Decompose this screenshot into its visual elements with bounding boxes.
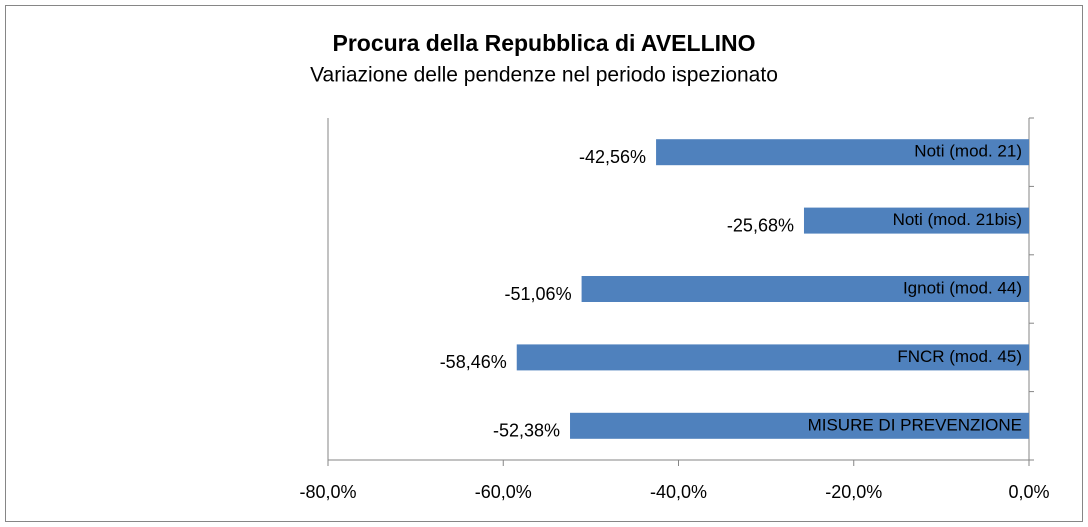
bar: [656, 139, 1029, 166]
category-label: FNCR (mod. 45): [897, 347, 1022, 366]
bar: [803, 207, 1029, 234]
category-label: Ignoti (mod. 44): [903, 278, 1022, 297]
value-label: -25,68%: [727, 215, 794, 235]
x-tick-label: 0,0%: [1008, 482, 1049, 502]
value-label: -52,38%: [493, 421, 560, 441]
value-label: -42,56%: [579, 147, 646, 167]
x-tick-label: -20,0%: [825, 482, 882, 502]
category-label: Noti (mod. 21): [914, 142, 1022, 161]
bar: [570, 412, 1029, 439]
chart-title: Procura della Repubblica di AVELLINO: [332, 30, 755, 56]
bar: [581, 276, 1029, 302]
chart-subtitle: Variazione delle pendenze nel periodo is…: [310, 64, 778, 87]
value-label: -58,46%: [440, 352, 507, 372]
value-label: -51,06%: [505, 284, 572, 304]
x-tick-label: -60,0%: [475, 482, 532, 502]
category-label: Noti (mod. 21bis): [893, 210, 1022, 229]
bar: [516, 344, 1029, 371]
category-label: MISURE DI PREVENZIONE: [808, 415, 1022, 434]
x-tick-label: -80,0%: [299, 482, 356, 502]
x-tick-label: -40,0%: [650, 482, 707, 502]
